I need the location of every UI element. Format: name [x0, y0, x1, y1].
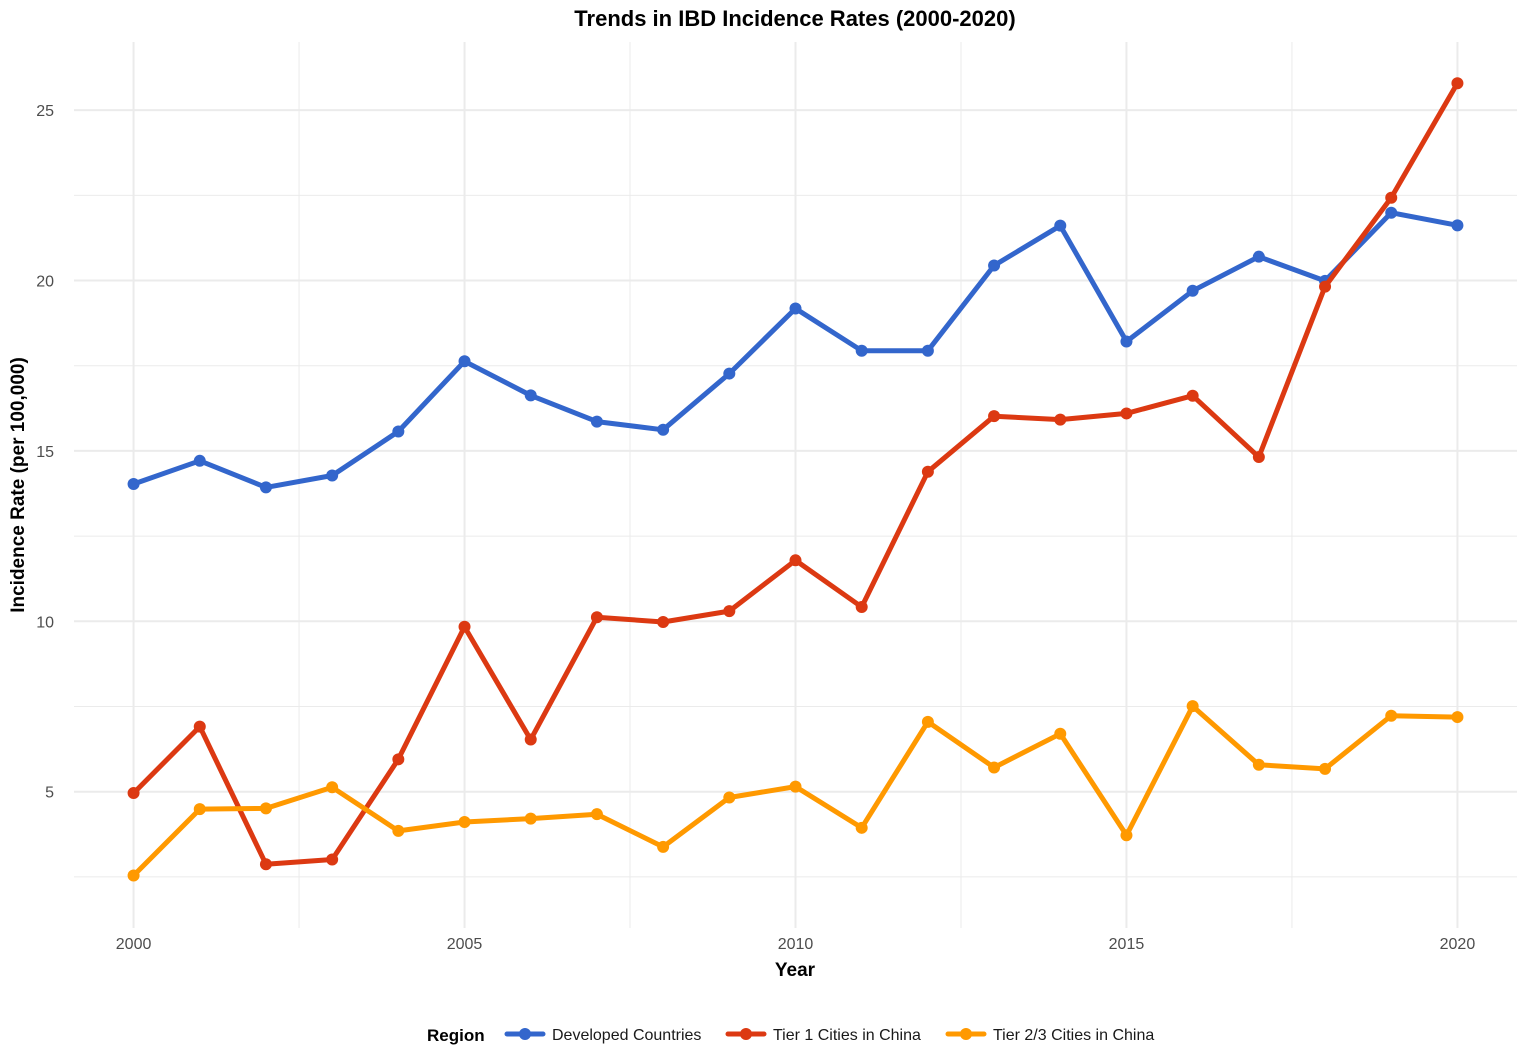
data-point	[855, 821, 868, 834]
data-point	[458, 620, 471, 633]
data-point	[1186, 389, 1199, 402]
legend-label: Developed Countries	[552, 1027, 701, 1044]
grid	[74, 42, 1517, 928]
data-point	[193, 720, 206, 733]
data-point	[193, 803, 206, 816]
data-point	[988, 761, 1001, 774]
data-point	[1319, 762, 1332, 775]
data-point	[1054, 413, 1067, 426]
legend-item: Developed Countries	[504, 1027, 701, 1044]
legend-label: Tier 2/3 Cities in China	[993, 1027, 1154, 1044]
y-axis-ticks: 5 10 15 20 25	[36, 103, 54, 802]
series-2	[127, 77, 1464, 871]
data-point	[855, 600, 868, 613]
data-point	[524, 733, 537, 746]
y-tick-label: 5	[45, 785, 54, 802]
legend-title: Region	[427, 1026, 485, 1045]
data-point	[921, 715, 934, 728]
data-point	[988, 410, 1001, 423]
data-point	[590, 415, 603, 428]
data-point	[392, 425, 405, 438]
data-point	[1451, 219, 1464, 232]
legend-item: Tier 1 Cities in China	[725, 1027, 921, 1044]
data-point	[1319, 280, 1332, 293]
data-point	[1054, 727, 1067, 740]
series-3	[127, 700, 1464, 882]
data-point	[789, 780, 802, 793]
legend-item: Tier 2/3 Cities in China	[945, 1027, 1154, 1044]
data-point	[657, 840, 670, 853]
x-axis-ticks: 2000 2005 2010 2015 2020	[116, 936, 1476, 953]
data-point	[193, 454, 206, 467]
series-layer	[127, 77, 1464, 882]
y-axis-title: Incidence Rate (per 100,000)	[8, 357, 29, 613]
data-point	[855, 344, 868, 357]
data-point	[1451, 77, 1464, 90]
data-point	[458, 355, 471, 368]
data-point	[723, 791, 736, 804]
legend-swatch-point	[960, 1028, 972, 1040]
legend-items: Developed Countries Tier 1 Cities in Chin…	[504, 1027, 1154, 1044]
data-point	[1186, 284, 1199, 297]
x-tick-label: 2000	[116, 936, 152, 953]
data-point	[1120, 335, 1133, 348]
data-point	[789, 554, 802, 567]
data-point	[392, 824, 405, 837]
data-point	[1385, 191, 1398, 204]
data-point	[1451, 711, 1464, 724]
data-point	[1385, 709, 1398, 722]
data-point	[127, 477, 140, 490]
data-point	[723, 605, 736, 618]
x-axis-title: Year	[775, 960, 816, 981]
data-point	[524, 812, 537, 825]
legend-label: Tier 1 Cities in China	[773, 1027, 921, 1044]
data-point	[1252, 250, 1265, 263]
data-point	[326, 853, 339, 866]
x-tick-label: 2010	[778, 936, 814, 953]
data-point	[921, 344, 934, 357]
data-point	[590, 808, 603, 821]
y-tick-label: 10	[36, 614, 54, 631]
series-1	[127, 206, 1464, 494]
data-point	[259, 858, 272, 871]
data-point	[259, 481, 272, 494]
data-point	[1252, 758, 1265, 771]
legend: Region Developed Countries Tier 1 Cities …	[427, 1026, 1154, 1045]
data-point	[259, 802, 272, 815]
data-point	[1054, 219, 1067, 232]
data-point	[657, 423, 670, 436]
data-point	[127, 869, 140, 882]
data-point	[1120, 407, 1133, 420]
y-tick-label: 25	[36, 103, 54, 120]
y-tick-label: 15	[36, 444, 54, 461]
data-point	[392, 753, 405, 766]
data-point	[988, 259, 1001, 272]
data-point	[1252, 451, 1265, 464]
data-point	[1120, 829, 1133, 842]
legend-swatch-point	[740, 1028, 752, 1040]
data-point	[524, 389, 537, 402]
data-point	[921, 465, 934, 478]
x-tick-label: 2005	[447, 936, 483, 953]
y-tick-label: 20	[36, 274, 54, 291]
data-point	[1385, 206, 1398, 219]
data-point	[723, 367, 736, 380]
x-tick-label: 2020	[1440, 936, 1476, 953]
data-point	[326, 781, 339, 794]
legend-swatch-point	[519, 1028, 531, 1040]
data-point	[127, 787, 140, 800]
data-point	[789, 302, 802, 315]
data-point	[1186, 700, 1199, 713]
data-point	[657, 615, 670, 628]
x-tick-label: 2015	[1109, 936, 1145, 953]
chart-title: Trends in IBD Incidence Rates (2000-2020…	[574, 6, 1015, 31]
data-point	[458, 816, 471, 829]
data-point	[590, 611, 603, 624]
data-point	[326, 469, 339, 482]
